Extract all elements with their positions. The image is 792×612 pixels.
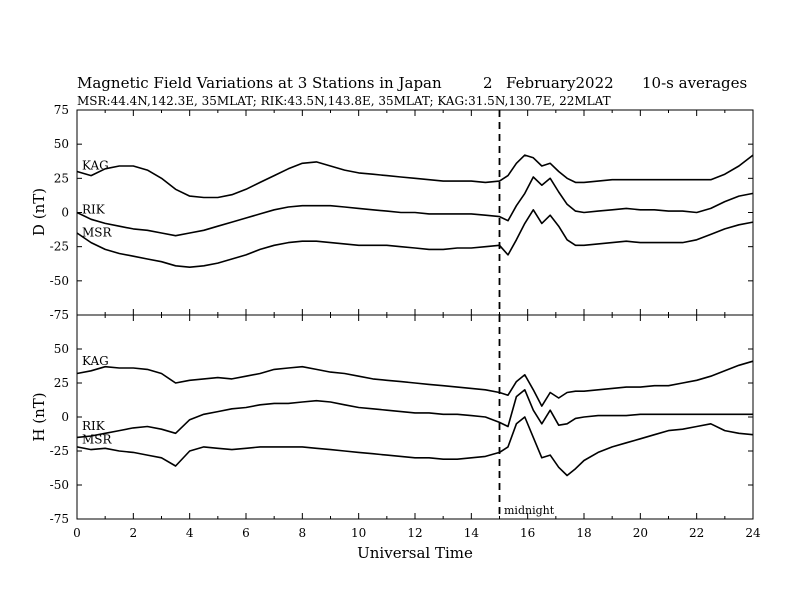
y-tick-label: 75 — [54, 103, 69, 117]
midnight-label: midnight — [504, 504, 555, 517]
y-tick-label: -25 — [50, 444, 69, 458]
y-tick-label: 50 — [54, 342, 69, 356]
x-tick-label: 8 — [299, 526, 307, 540]
trace-msr-d — [76, 209, 754, 269]
panel-h-ylabel: H (nT) — [30, 392, 48, 441]
x-tick-label: 18 — [576, 526, 591, 540]
x-tick-label: 22 — [689, 526, 704, 540]
y-tick-label: -50 — [50, 478, 69, 492]
x-tick-label: 14 — [464, 526, 480, 540]
x-tick-label: 6 — [242, 526, 250, 540]
trace-kag-d — [76, 154, 754, 199]
x-tick-label: 4 — [186, 526, 194, 540]
series-label-kag: KAG — [82, 354, 109, 368]
series-label-rik: RIK — [82, 419, 106, 433]
y-tick-label: -50 — [50, 274, 69, 288]
chart-title: Magnetic Field Variations at 3 Stations … — [77, 74, 442, 92]
y-tick-label: 0 — [61, 206, 69, 220]
y-tick-label: 25 — [54, 171, 69, 185]
station-list: MSR:44.4N,142.3E, 35MLAT; RIK:43.5N,143.… — [77, 94, 611, 108]
trace-rik-h — [76, 388, 753, 439]
x-axis-label: Universal Time — [357, 544, 473, 562]
series-label-msr: MSR — [82, 226, 113, 240]
chart-day: 2 — [483, 74, 493, 92]
y-tick-label: 50 — [54, 137, 69, 151]
y-tick-label: 0 — [61, 410, 69, 424]
trace-msr-h — [76, 416, 754, 477]
x-tick-label: 12 — [407, 526, 422, 540]
x-tick-label: 10 — [351, 526, 366, 540]
x-tick-label: 2 — [130, 526, 138, 540]
trace-kag-h — [76, 360, 754, 407]
panel-d-ylabel: D (nT) — [30, 188, 48, 236]
panel-h-frame — [76, 314, 754, 520]
x-tick-label: 24 — [745, 526, 761, 540]
series-label-kag: KAG — [82, 159, 109, 173]
y-tick-label: -75 — [50, 512, 69, 526]
trace-rik-d — [76, 176, 754, 237]
series-label-msr: MSR — [82, 433, 113, 447]
chart-month-year: February2022 — [506, 74, 614, 92]
x-tick-label: 16 — [520, 526, 535, 540]
y-tick-label: -75 — [50, 308, 69, 322]
y-tick-label: -25 — [50, 240, 69, 254]
x-tick-label: 20 — [633, 526, 648, 540]
x-tick-label: 0 — [73, 526, 81, 540]
series-label-rik: RIK — [82, 202, 106, 216]
y-tick-label: 25 — [54, 376, 69, 390]
chart-averaging: 10-s averages — [642, 74, 747, 92]
